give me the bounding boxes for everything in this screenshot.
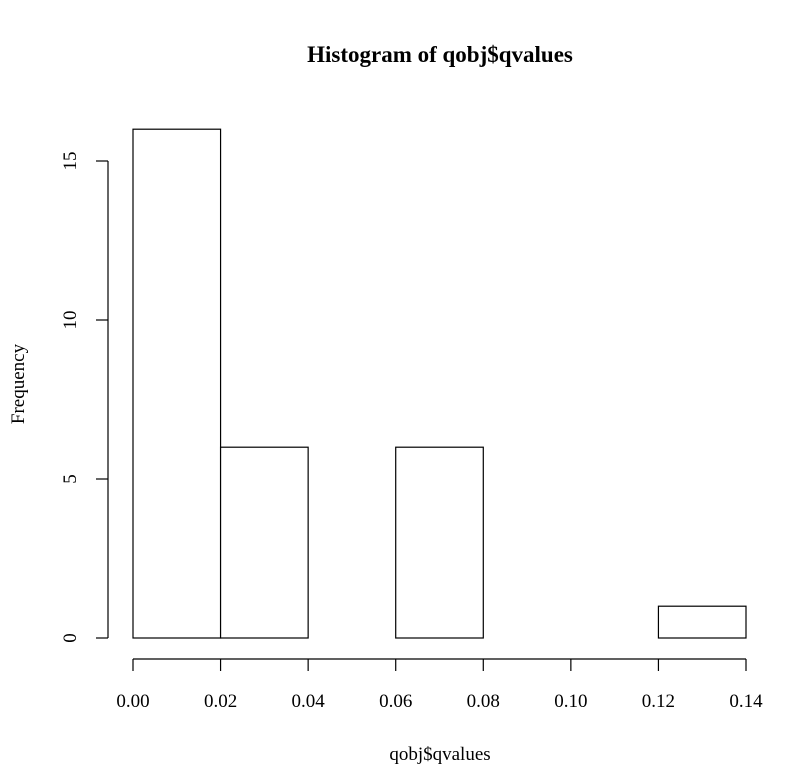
x-tick-label: 0.10 [554, 691, 587, 712]
y-tick-label: 5 [60, 474, 81, 484]
x-axis: 0.00 0.02 0.04 0.06 0.08 0.10 0.12 0.14 [116, 658, 763, 712]
y-tick-label: 15 [60, 152, 81, 171]
histogram-bar [657, 605, 747, 639]
x-tick-label: 0.02 [204, 691, 237, 712]
y-axis-label: Frequency [8, 343, 29, 424]
x-tick-label: 0.08 [467, 691, 500, 712]
x-axis-label: qobj$qvalues [389, 744, 490, 765]
x-tick-label: 0.12 [642, 691, 675, 712]
y-tick-label: 0 [60, 633, 81, 643]
chart-title: Histogram of qobj$qvalues [307, 42, 573, 67]
histogram-bar [132, 128, 222, 639]
histogram-bar [219, 446, 309, 639]
x-tick-label: 0.06 [379, 691, 412, 712]
x-tick-label: 0.04 [292, 691, 326, 712]
y-tick-label: 10 [60, 311, 81, 330]
x-tick-label: 0.14 [729, 691, 763, 712]
y-axis: 0 5 10 15 [60, 152, 109, 643]
histogram-bar [395, 446, 484, 639]
x-tick-label: 0.00 [116, 691, 149, 712]
bars-group [132, 128, 747, 639]
